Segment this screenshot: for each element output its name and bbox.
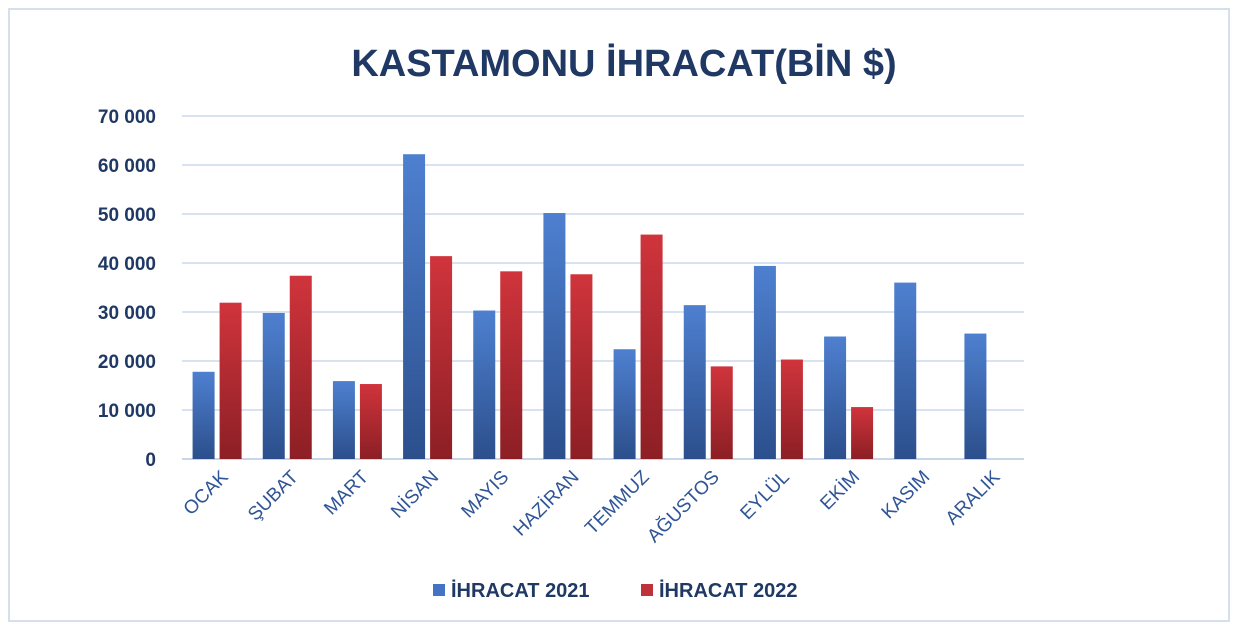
bar (219, 302, 242, 459)
legend-swatch (641, 584, 653, 596)
bar (289, 275, 312, 459)
x-tick-label: OCAK (180, 466, 233, 519)
y-tick-label: 40 000 (98, 254, 156, 275)
x-tick-label: EKİM (816, 467, 864, 515)
legend-label: İHRACAT 2021 (451, 579, 590, 602)
y-tick-label: 50 000 (98, 205, 156, 226)
x-tick-label: AĞUSTOS (643, 466, 724, 547)
x-tick-label: MAYIS (458, 467, 514, 523)
bar (332, 381, 355, 459)
y-tick-label: 30 000 (98, 303, 156, 324)
bar (640, 234, 663, 459)
bar (403, 154, 426, 459)
y-axis: 0 10 000 20 000 30 000 40 000 50 000 60 000 70 … (98, 107, 156, 471)
bar (780, 359, 803, 459)
bar (710, 366, 733, 459)
y-tick-label: 0 (145, 450, 156, 471)
chart-frame (8, 8, 1230, 622)
x-tick-label: HAZİRAN (510, 467, 584, 541)
gridlines (182, 115, 1024, 460)
bar (543, 213, 566, 459)
bar (262, 312, 285, 459)
x-tick-label: ŞUBAT (244, 466, 303, 525)
x-tick-label: MART (320, 466, 373, 519)
x-tick-label: TEMMUZ (581, 466, 654, 539)
y-tick-label: 10 000 (98, 401, 156, 422)
bar (500, 271, 523, 459)
bar (192, 371, 215, 459)
bar (964, 333, 987, 459)
chart-title: KASTAMONU İHRACAT(BİN $) (351, 43, 896, 85)
x-tick-label: ARALIK (942, 466, 1005, 529)
legend-swatch (433, 584, 445, 596)
bar (430, 256, 453, 459)
bar (473, 310, 496, 459)
bar (359, 384, 382, 459)
x-axis: OCAK ŞUBAT MART NİSAN MAYISHAZİRANTEMMUZAĞUS… (180, 466, 1005, 547)
bar (824, 336, 847, 459)
x-tick-label: EYLÜL (737, 467, 794, 524)
y-tick-label: 20 000 (98, 352, 156, 373)
bar (894, 282, 917, 459)
bar (613, 349, 636, 459)
bars (192, 154, 987, 459)
bar (851, 407, 874, 459)
bar (753, 265, 776, 459)
y-tick-label: 70 000 (98, 107, 156, 128)
y-tick-label: 60 000 (98, 156, 156, 177)
bar (683, 305, 706, 459)
legend: İHRACAT 2021 İHRACAT 2022 (433, 579, 798, 602)
x-tick-label: NİSAN (387, 467, 443, 523)
x-tick-label: KASIM (878, 467, 935, 524)
legend-label: İHRACAT 2022 (659, 579, 798, 602)
bar (570, 274, 593, 459)
